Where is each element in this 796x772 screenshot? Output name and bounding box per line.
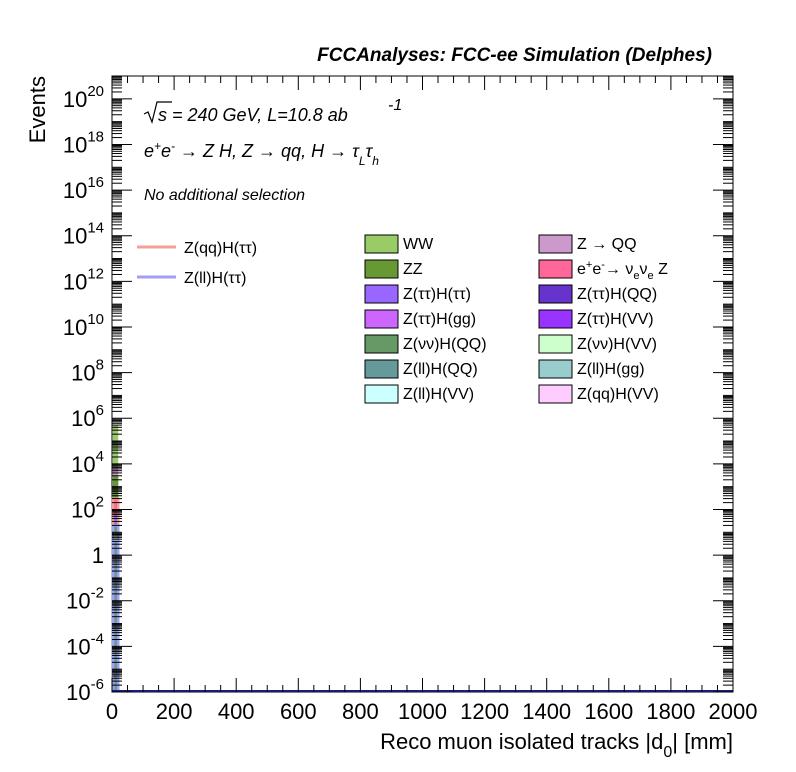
- y-axis-title: Events: [25, 76, 50, 143]
- legend-fill-swatch: [364, 284, 399, 304]
- y-tick-label: 108: [71, 357, 104, 386]
- legend-fill-label: Z(ll)H(QQ): [403, 361, 478, 378]
- legend-fill-swatch: [538, 309, 573, 329]
- y-tick-label: 10-4: [66, 630, 104, 659]
- x-tick-label: 600: [280, 699, 317, 724]
- y-tick-label: 10-2: [66, 585, 104, 614]
- legend-fill-swatch: [364, 334, 399, 354]
- x-axis-title: Reco muon isolated tracks |d0| [mm]: [380, 729, 733, 761]
- legend-fill-label: Z(ττ)H(gg): [403, 311, 476, 328]
- plot-frame: [111, 75, 734, 693]
- x-tick-label: 400: [218, 699, 255, 724]
- x-tick-label: 1000: [398, 699, 447, 724]
- legend-fill-label: Z(qq)H(VV): [577, 386, 659, 403]
- y-tick-label: 1016: [63, 174, 104, 203]
- annotation-sqrt-s: s = 240 GeV, L=10.8 ab: [158, 105, 348, 125]
- legend-fill-swatch: [364, 309, 399, 329]
- annotation-process: e+e- → Z H, Z → qq, H → τLτh: [144, 139, 379, 168]
- annotation-selection: No additional selection: [144, 187, 305, 204]
- annotation-lumi-exp: -1: [388, 97, 402, 114]
- legend-fill-swatch: [538, 284, 573, 304]
- legend-fill-label: Z(νν)H(QQ): [403, 336, 487, 353]
- x-axis-title-sub: 0: [663, 744, 672, 761]
- legend-line-label: Z(qq)H(ττ): [184, 240, 257, 257]
- x-tick-label: 1600: [584, 699, 633, 724]
- legend-fill-label: Z(νν)H(VV): [577, 336, 657, 353]
- legend-line-label: Z(ll)H(ττ): [184, 270, 246, 287]
- legend-fill-label: e+e-→ νeνe Z: [577, 259, 668, 282]
- legend-fill-label: WW: [403, 236, 434, 253]
- x-tick-label: 1200: [460, 699, 509, 724]
- x-tick-label: 200: [156, 699, 193, 724]
- legend-fill-label: Z → QQ: [577, 236, 637, 253]
- legend-fill-swatch: [364, 384, 399, 404]
- y-tick-label: 1020: [63, 83, 104, 112]
- x-tick-label: 1800: [646, 699, 695, 724]
- sqrt-icon: [143, 101, 172, 124]
- legend-fill-label: Z(ττ)H(QQ): [577, 286, 657, 303]
- legend: Z(qq)H(ττ) Z(ll)H(ττ) WW Z → QQ ZZ e+e-→ νeνe…: [137, 234, 668, 404]
- legend-fill-label: ZZ: [403, 261, 423, 278]
- x-tick-label: 2000: [709, 699, 758, 724]
- y-tick-label: 106: [71, 402, 104, 431]
- legend-fill-label: Z(ττ)H(VV): [577, 311, 654, 328]
- annotation-energy: s = 240 GeV, L=10.8 ab -1: [143, 97, 402, 125]
- y-tick-label: 1010: [63, 311, 104, 340]
- legend-fill-label: Z(ll)H(VV): [403, 386, 474, 403]
- x-axis-ticks: 0 200 400 600 800 1000 1200 1400 1600 1800 2000: [106, 76, 758, 724]
- y-tick-label: 102: [71, 493, 104, 522]
- x-tick-label: 800: [342, 699, 379, 724]
- y-tick-label: 1: [92, 543, 104, 568]
- legend-fill-swatch: [364, 234, 399, 254]
- x-tick-label: 0: [106, 699, 118, 724]
- legend-fill-label: Z(ll)H(gg): [577, 361, 645, 378]
- y-tick-label: 1012: [63, 265, 104, 294]
- x-axis-title-end: | [mm]: [672, 729, 733, 754]
- legend-fill-swatch: [538, 359, 573, 379]
- header-title: FCCAnalyses: FCC-ee Simulation (Delphes): [317, 45, 712, 66]
- y-axis-ticks: 10-6 10-4 10-2 1 102 104 106 108 1010 1012 1014 101…: [63, 75, 733, 705]
- y-tick-label: 104: [71, 448, 104, 477]
- legend-fill-swatch: [364, 259, 399, 279]
- legend-fill-swatch: [538, 259, 573, 279]
- x-tick-label: 1400: [522, 699, 571, 724]
- y-tick-label: 1014: [63, 220, 104, 249]
- legend-fill-swatch: [364, 359, 399, 379]
- legend-fill-swatch: [538, 334, 573, 354]
- legend-fill-swatch: [538, 384, 573, 404]
- y-tick-label: 1018: [63, 128, 104, 157]
- legend-fill-swatch: [538, 234, 573, 254]
- legend-fill-label: Z(ττ)H(ττ): [403, 286, 471, 303]
- y-tick-label: 10-6: [66, 676, 104, 705]
- x-axis-title-main: Reco muon isolated tracks |d: [380, 729, 663, 754]
